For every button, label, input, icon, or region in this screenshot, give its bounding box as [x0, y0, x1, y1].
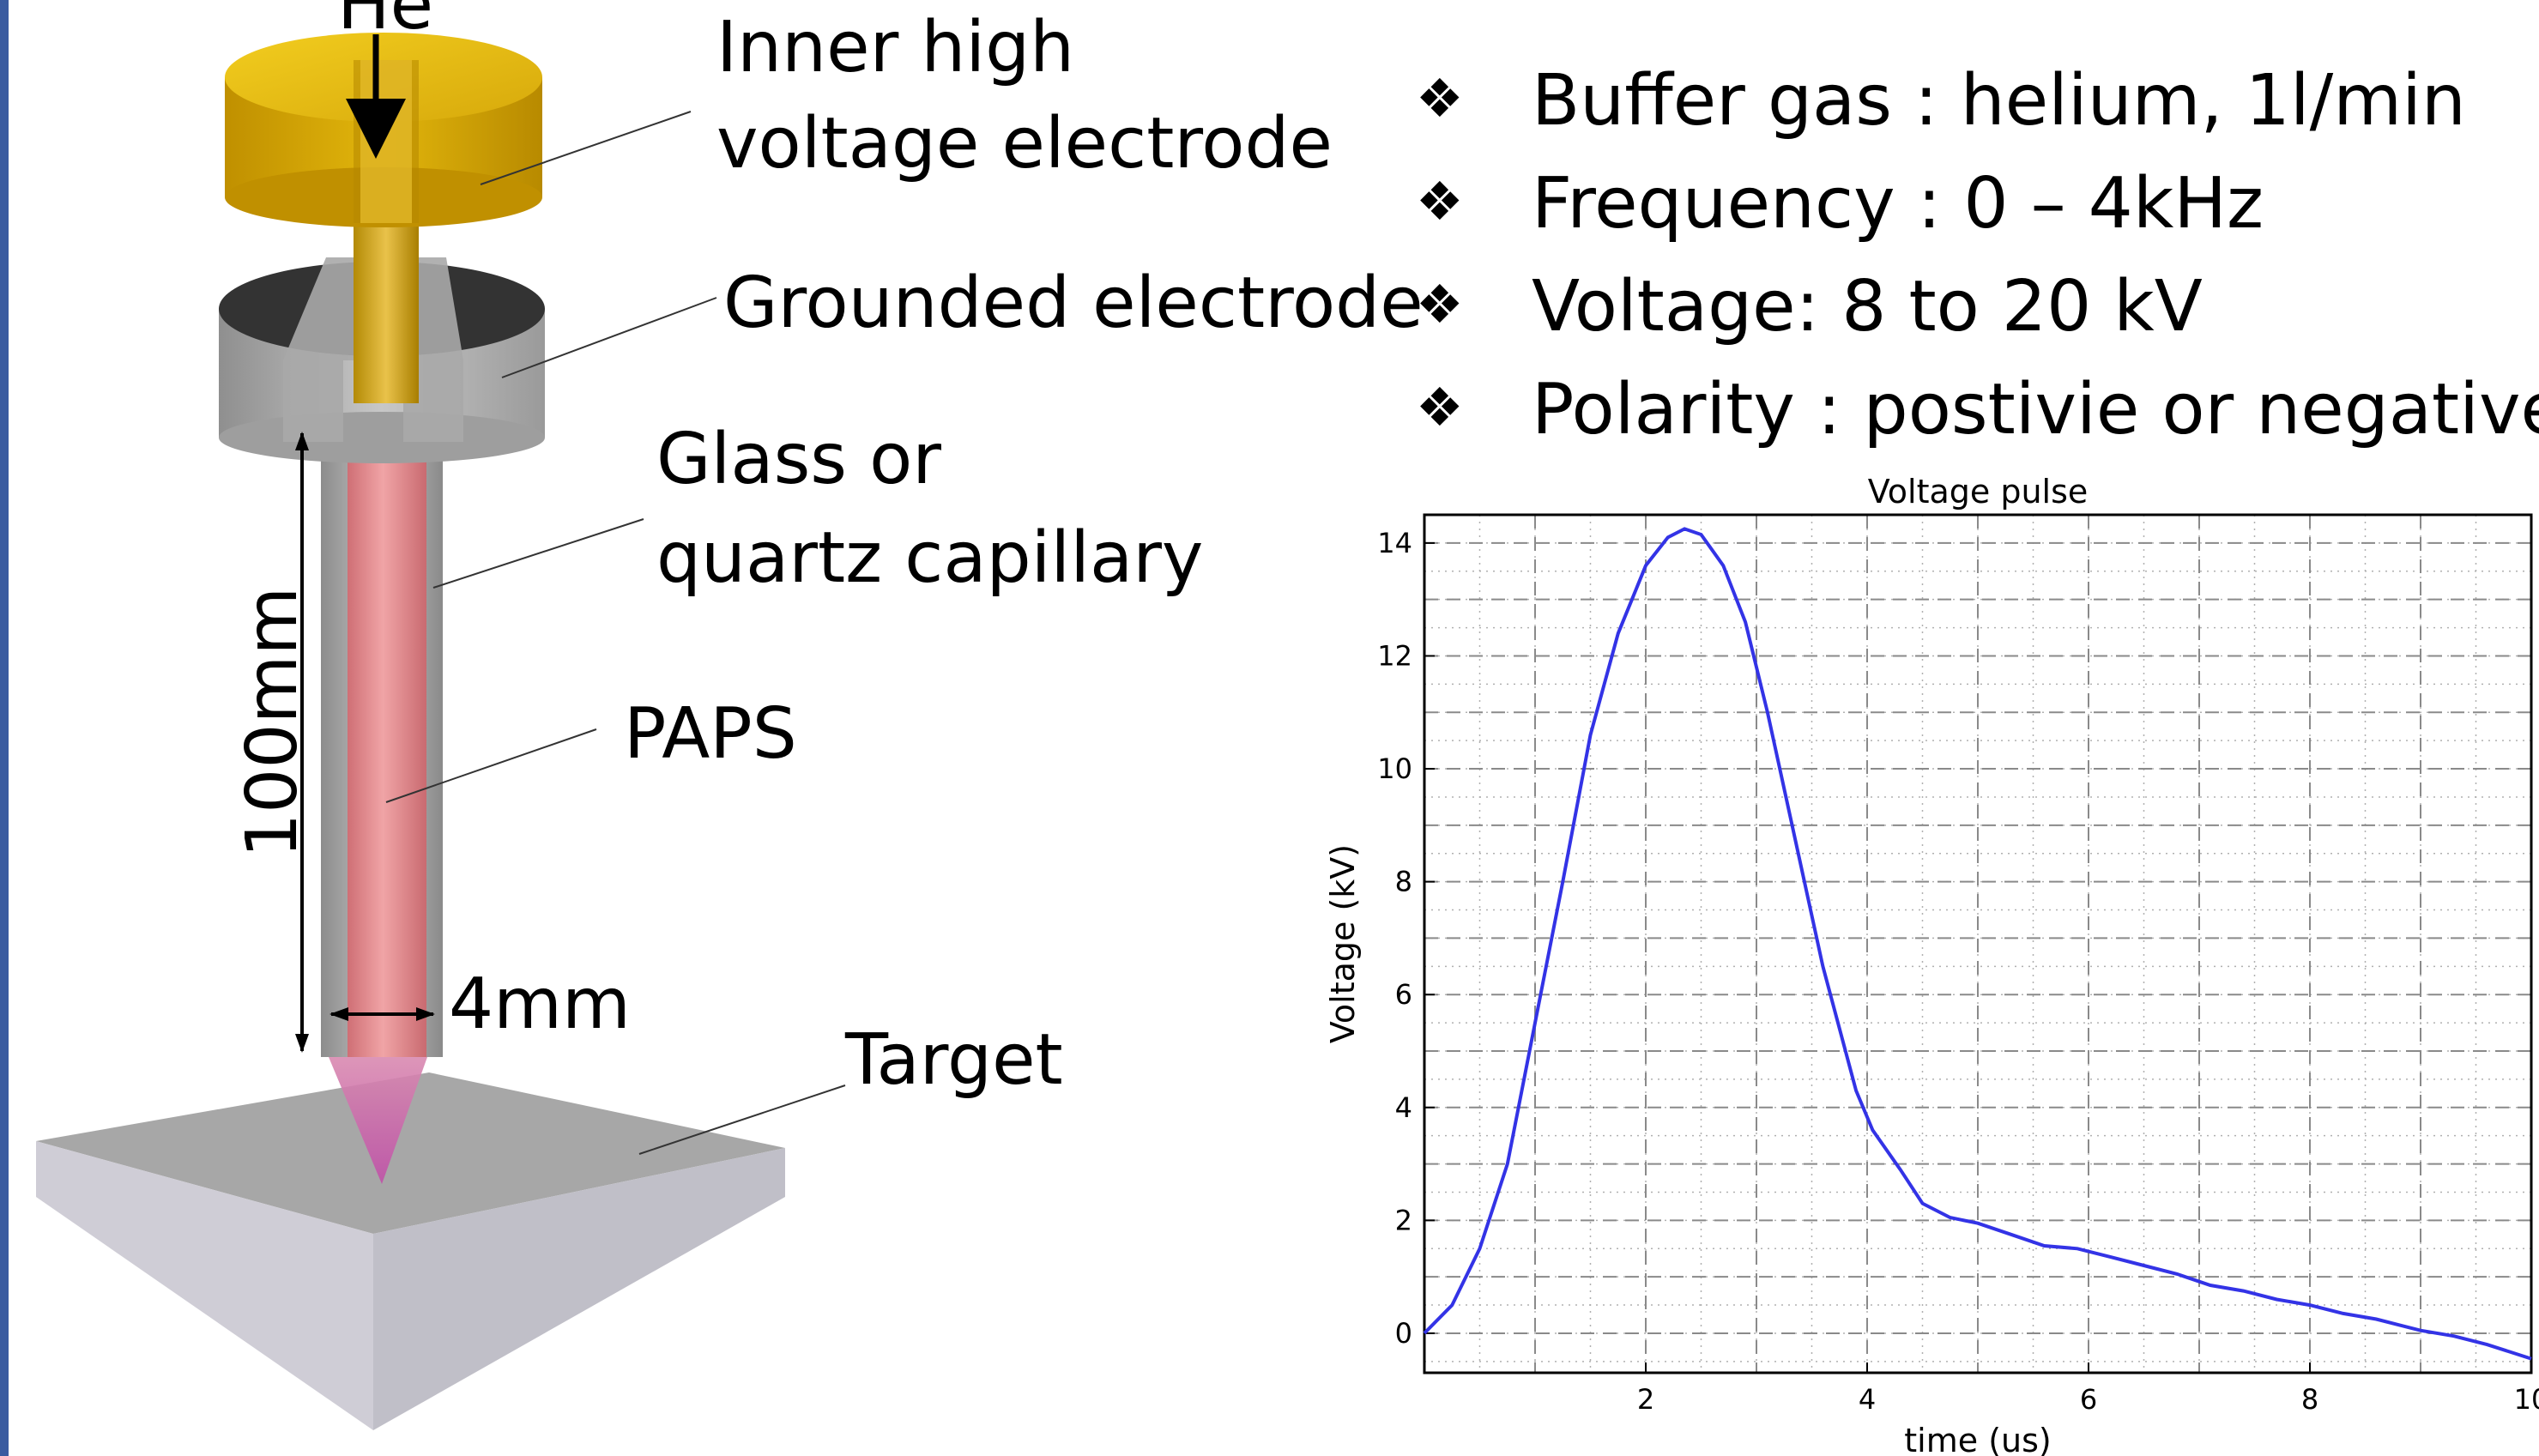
chart-title: Voltage pulse [1868, 473, 2089, 511]
x-tick-label: 2 [1637, 1383, 1654, 1416]
spec-text: Polarity : postivie or negative [1532, 369, 2539, 451]
inner-electrode [225, 33, 542, 227]
spec-item: ❖ Buffer gas : helium, 1l/min [1416, 51, 2539, 154]
target-plate [36, 1072, 785, 1430]
voltage-pulse-chart: 2 4 6 8 10 0 2 4 6 8 10 12 14 Voltage pulse time (us… [1313, 463, 2539, 1456]
width-dimension [329, 1007, 435, 1021]
y-tick-label: 10 [1377, 752, 1412, 785]
capillary-label-line2: quartz capillary [656, 517, 1204, 599]
y-tick-label: 14 [1377, 527, 1412, 559]
x-tick-label: 6 [2080, 1383, 2097, 1416]
length-label: 100mm [232, 586, 313, 858]
slide-left-border [0, 0, 9, 1456]
plasma-column [348, 403, 426, 1057]
capillary-label-line1: Glass or [656, 419, 941, 500]
voltage-series-line [1423, 527, 2532, 1361]
inner-electrode-label-line1: Inner high [716, 7, 1075, 88]
width-label: 4mm [449, 964, 631, 1045]
x-tick-label: 4 [1859, 1383, 1876, 1416]
y-tick-label: 0 [1395, 1317, 1412, 1350]
gas-label: He [337, 0, 434, 45]
spec-item: ❖ Voltage: 8 to 20 kV [1416, 257, 2539, 360]
x-tick-label: 8 [2301, 1383, 2318, 1416]
diamond-bullet-icon: ❖ [1416, 376, 1464, 439]
spec-text: Frequency : 0 – 4kHz [1532, 163, 2264, 245]
diamond-bullet-icon: ❖ [1416, 170, 1464, 233]
y-tick-label: 4 [1395, 1091, 1412, 1124]
y-axis-label: Voltage (kV) [1324, 844, 1362, 1043]
y-tick-label: 6 [1395, 978, 1412, 1011]
diamond-bullet-icon: ❖ [1416, 273, 1464, 336]
x-axis-label: time (us) [1904, 1422, 2051, 1456]
grounded-electrode-label: Grounded electrode [723, 263, 1424, 344]
chart-grid [1424, 515, 2531, 1373]
spec-item: ❖ Polarity : postivie or negative [1416, 360, 2539, 463]
spec-item: ❖ Frequency : 0 – 4kHz [1416, 154, 2539, 257]
target-label: Target [845, 1019, 1063, 1101]
plasma-jet-diagram [36, 33, 846, 1430]
plasma-plume [329, 1057, 427, 1184]
y-tick-label: 8 [1395, 866, 1412, 898]
length-dimension [295, 432, 309, 1053]
chart-background [1313, 463, 2539, 1456]
plot-frame [1423, 513, 2533, 1374]
leader-lines [385, 111, 846, 1155]
spec-text: Voltage: 8 to 20 kV [1532, 266, 2203, 348]
spec-list: ❖ Buffer gas : helium, 1l/min ❖ Frequency … [1416, 51, 2539, 463]
inner-electrode-label-line2: voltage electrode [716, 103, 1333, 184]
spec-text: Buffer gas : helium, 1l/min [1532, 60, 2466, 142]
paps-label: PAPS [624, 693, 797, 775]
x-tick-label: 10 [2514, 1383, 2539, 1416]
diamond-bullet-icon: ❖ [1416, 67, 1464, 130]
y-tick-label: 2 [1395, 1204, 1412, 1236]
y-tick-label: 12 [1377, 639, 1412, 672]
chart-ticks: 2 4 6 8 10 0 2 4 6 8 10 12 14 [1377, 527, 2539, 1416]
